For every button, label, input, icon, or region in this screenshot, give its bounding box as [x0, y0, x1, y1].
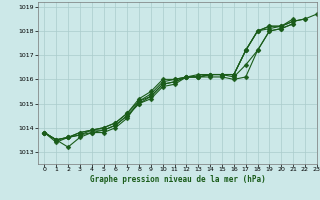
X-axis label: Graphe pression niveau de la mer (hPa): Graphe pression niveau de la mer (hPa) — [90, 175, 266, 184]
